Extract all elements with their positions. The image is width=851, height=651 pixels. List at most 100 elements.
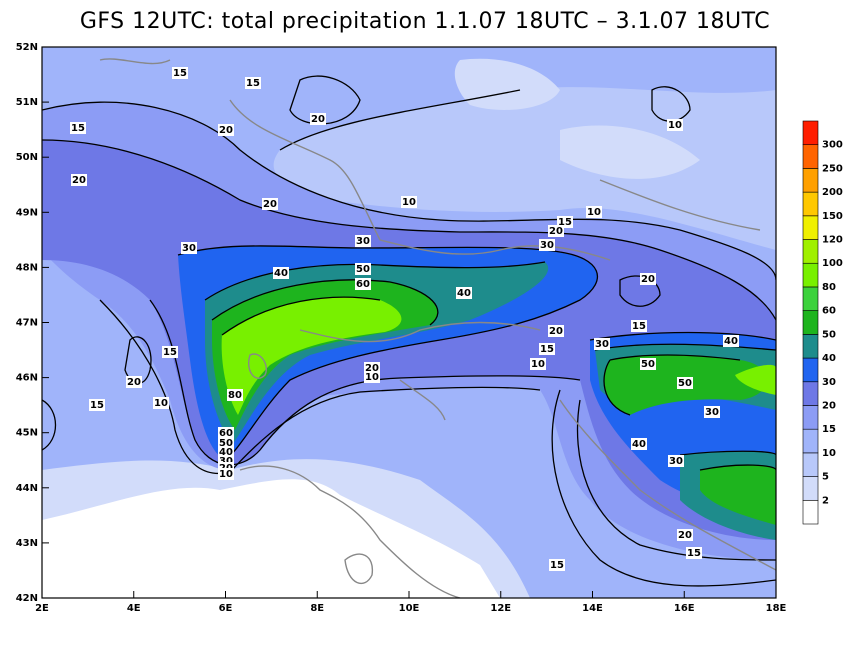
contour-label-bg: [355, 278, 371, 290]
contour-label-bg: [640, 358, 656, 370]
colorbar-swatch: [802, 310, 819, 335]
contour-label: 60: [356, 279, 370, 290]
y-tick-label: 46N: [16, 373, 38, 384]
contour-label-bg: [677, 529, 693, 541]
contour-label-bg: [549, 559, 565, 571]
colorbar-swatch: [802, 120, 819, 146]
contour-label-bg: [355, 235, 371, 247]
contour-label: 40: [274, 268, 288, 279]
y-tick-label: 52N: [16, 42, 38, 53]
contour-label: 20: [127, 377, 141, 388]
contour-label-bg: [677, 377, 693, 389]
y-tick-label: 48N: [16, 262, 38, 273]
contour-label: 40: [724, 336, 738, 347]
contour-label: 10: [365, 372, 379, 383]
colorbar-swatch: [802, 239, 819, 264]
contour-label-bg: [218, 468, 234, 480]
contour-label-bg: [227, 389, 243, 401]
colorbar-swatch: [802, 215, 819, 240]
y-tick-label: 51N: [16, 97, 38, 108]
colorbar-label: 50: [822, 329, 836, 340]
contour-label: 50: [356, 264, 370, 275]
contour-label: 15: [687, 548, 701, 559]
contour-label-bg: [364, 371, 380, 383]
colorbar-label: 80: [822, 282, 836, 293]
coastlines: [99, 58, 776, 598]
contour-label-bg: [548, 225, 564, 237]
axes: 2E 4E 6E 8E 10E 12E 14E 16E 18E 42N 43N 44N 45N 46N 47…: [16, 42, 787, 614]
colorbar-swatch: [802, 191, 819, 217]
contour-lines: [42, 75, 776, 587]
contour-label-bg: [530, 358, 546, 370]
x-tick-label: 6E: [219, 603, 233, 614]
colorbar-swatch: [802, 452, 819, 477]
contour-label: 30: [356, 236, 370, 247]
contour-label-bg: [631, 320, 647, 332]
contour-label: 10: [668, 120, 682, 131]
colorbar-swatch: [802, 144, 819, 169]
colorbar-label: 10: [822, 448, 836, 459]
colorbar-label: 2: [822, 495, 829, 506]
contour-label: 15: [173, 68, 187, 79]
colorbar-label: 200: [822, 187, 843, 198]
contour-label-bg: [153, 397, 169, 409]
contour-label-bg: [172, 67, 188, 79]
contour-label: 40: [632, 439, 646, 450]
contour-label: 60: [219, 428, 233, 439]
contour-label-bg: [686, 547, 702, 559]
x-tick-label: 10E: [399, 603, 420, 614]
contour-label: 10: [531, 359, 545, 370]
y-tick-label: 49N: [16, 207, 38, 218]
contour-label: 10: [154, 398, 168, 409]
contour-label-bg: [586, 206, 602, 218]
contour-label-bg: [70, 122, 86, 134]
colorbar-label: 120: [822, 235, 843, 246]
x-tick-label: 12E: [490, 603, 511, 614]
x-tick-label: 14E: [582, 603, 603, 614]
contour-label: 20: [365, 363, 379, 374]
contour-label: 10: [587, 207, 601, 218]
y-tick-label: 44N: [16, 483, 38, 494]
contour-label-bg: [273, 267, 289, 279]
contour-label: 15: [632, 321, 646, 332]
y-tick-label: 47N: [16, 318, 38, 329]
colorbar-label: 300: [822, 140, 843, 151]
contour-label: 15: [540, 344, 554, 355]
colorbar-swatch: [802, 405, 819, 430]
colorbar-swatch: [802, 357, 819, 383]
colorbar-swatch: [802, 499, 819, 525]
contour-label-bg: [631, 438, 647, 450]
contour-label: 30: [669, 456, 683, 467]
map-title: GFS 12UTC: total precipitation 1.1.07 18…: [80, 9, 770, 34]
contour-label: 50: [219, 438, 233, 449]
colorbar-swatch: [802, 334, 819, 359]
contour-label: 20: [678, 530, 692, 541]
contour-label: 50: [678, 378, 692, 389]
contour-label: 30: [705, 407, 719, 418]
x-tick-label: 16E: [674, 603, 695, 614]
contour-label: 15: [246, 78, 260, 89]
contour-label-bg: [668, 455, 684, 467]
contour-label-bg: [245, 77, 261, 89]
contour-label-bg: [594, 338, 610, 350]
contour-label-bg: [71, 174, 87, 186]
x-tick-label: 2E: [35, 603, 49, 614]
contour-label: 15: [550, 560, 564, 571]
contour-label: 15: [90, 400, 104, 411]
contour-label: 10: [402, 197, 416, 208]
contour-label-bg: [355, 263, 371, 275]
contour-label-bg: [262, 198, 278, 210]
x-tick-label: 4E: [127, 603, 141, 614]
contour-label-bg: [667, 119, 683, 131]
colorbar-swatch: [802, 381, 819, 406]
contour-label: 30: [595, 339, 609, 350]
colorbar-swatch: [802, 286, 819, 311]
colorbar-swatch: [802, 262, 819, 288]
colorbar-label: 20: [822, 400, 836, 411]
contour-label-bg: [218, 427, 234, 439]
colorbar-label: 40: [822, 353, 836, 364]
contour-label: 20: [219, 125, 233, 136]
contour-label-bg: [162, 346, 178, 358]
contour-label: 20: [72, 175, 86, 186]
